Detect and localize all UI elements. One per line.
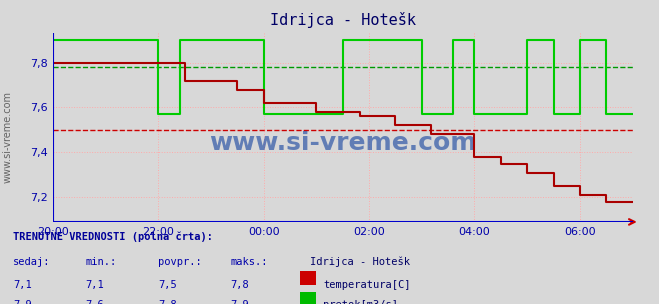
Text: 7,8: 7,8: [158, 300, 177, 304]
Text: povpr.:: povpr.:: [158, 257, 202, 267]
Text: 7,6: 7,6: [86, 300, 104, 304]
Text: 7,1: 7,1: [86, 280, 104, 290]
Text: 7,9: 7,9: [231, 300, 249, 304]
Text: sedaj:: sedaj:: [13, 257, 51, 267]
Text: 7,9: 7,9: [13, 300, 32, 304]
Text: pretok[m3/s]: pretok[m3/s]: [323, 300, 398, 304]
Text: www.si-vreme.com: www.si-vreme.com: [209, 131, 476, 155]
Title: Idrijca - Hotešk: Idrijca - Hotešk: [270, 12, 416, 28]
Text: TRENUTNE VREDNOSTI (polna črta):: TRENUTNE VREDNOSTI (polna črta):: [13, 232, 213, 242]
Text: temperatura[C]: temperatura[C]: [323, 280, 411, 290]
Text: Idrijca - Hotešk: Idrijca - Hotešk: [310, 257, 410, 268]
Text: 7,8: 7,8: [231, 280, 249, 290]
Text: min.:: min.:: [86, 257, 117, 267]
Text: maks.:: maks.:: [231, 257, 268, 267]
Text: 7,1: 7,1: [13, 280, 32, 290]
Text: 7,5: 7,5: [158, 280, 177, 290]
Bar: [300, 271, 316, 285]
Bar: [300, 292, 316, 304]
Text: www.si-vreme.com: www.si-vreme.com: [3, 91, 13, 183]
